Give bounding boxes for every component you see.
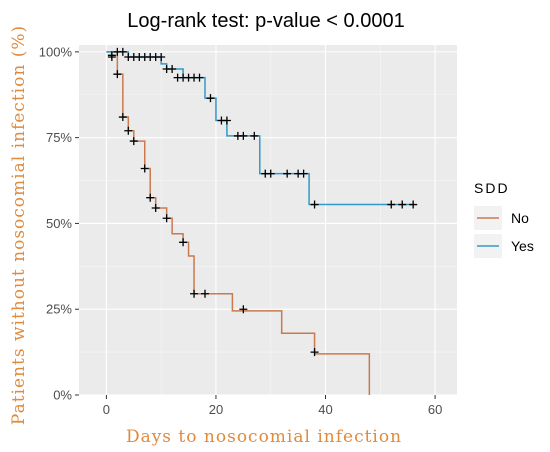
censor-mark-yes	[195, 73, 204, 82]
censor-mark-yes	[239, 131, 248, 140]
legend-title: SDD	[474, 180, 510, 196]
censor-mark-yes	[299, 169, 308, 178]
x-axis-ticks: 0 20 40 60	[103, 395, 442, 417]
censor-mark-yes	[250, 131, 259, 140]
y-tick-label: 75%	[46, 130, 72, 145]
x-tick-label: 0	[103, 402, 110, 417]
censor-mark-yes	[206, 94, 215, 103]
censor-mark-no	[162, 214, 171, 223]
censor-marks	[107, 47, 418, 357]
censor-mark-yes	[168, 65, 177, 74]
censor-mark-no	[113, 70, 122, 79]
censor-mark-no	[140, 164, 149, 173]
censor-mark-yes	[409, 200, 418, 209]
y-tick-label: 100%	[39, 44, 73, 59]
censor-mark-no	[146, 193, 155, 202]
censor-mark-yes	[310, 200, 319, 209]
y-tick-label: 50%	[46, 216, 72, 231]
legend-label-no: No	[511, 210, 529, 226]
y-tick-label: 25%	[46, 302, 72, 317]
censor-mark-no	[239, 305, 248, 314]
legend: SDD No Yes	[474, 180, 534, 258]
censor-mark-no	[118, 113, 127, 122]
grid-lines	[79, 45, 457, 396]
x-axis-title: Days to nosocomial infection	[126, 427, 402, 447]
censor-mark-no	[190, 289, 199, 298]
censor-mark-no	[124, 126, 133, 135]
x-tick-label: 20	[209, 402, 223, 417]
censor-mark-yes	[107, 51, 116, 60]
legend-label-yes: Yes	[511, 238, 534, 254]
x-tick-label: 40	[318, 402, 332, 417]
x-tick-label: 60	[428, 402, 442, 417]
censor-mark-yes	[283, 169, 292, 178]
censor-mark-yes	[222, 116, 231, 125]
censor-mark-no	[151, 203, 160, 212]
censor-mark-yes	[118, 47, 127, 56]
censor-mark-yes	[387, 200, 396, 209]
censor-mark-yes	[398, 200, 407, 209]
censor-mark-no	[179, 238, 188, 247]
censor-mark-yes	[266, 169, 275, 178]
censor-mark-no	[201, 289, 209, 298]
y-axis-ticks: 0% 25% 50% 75% 100%	[39, 44, 79, 403]
y-tick-label: 0%	[53, 388, 72, 403]
censor-mark-no	[310, 348, 319, 357]
censor-mark-no	[129, 137, 138, 146]
y-axis-title: Patients without nosocomial infection (%…	[9, 25, 29, 425]
chart-title: Log-rank test: p-value < 0.0001	[127, 10, 404, 32]
plot-panel	[79, 45, 457, 395]
censor-mark-yes	[157, 53, 166, 62]
